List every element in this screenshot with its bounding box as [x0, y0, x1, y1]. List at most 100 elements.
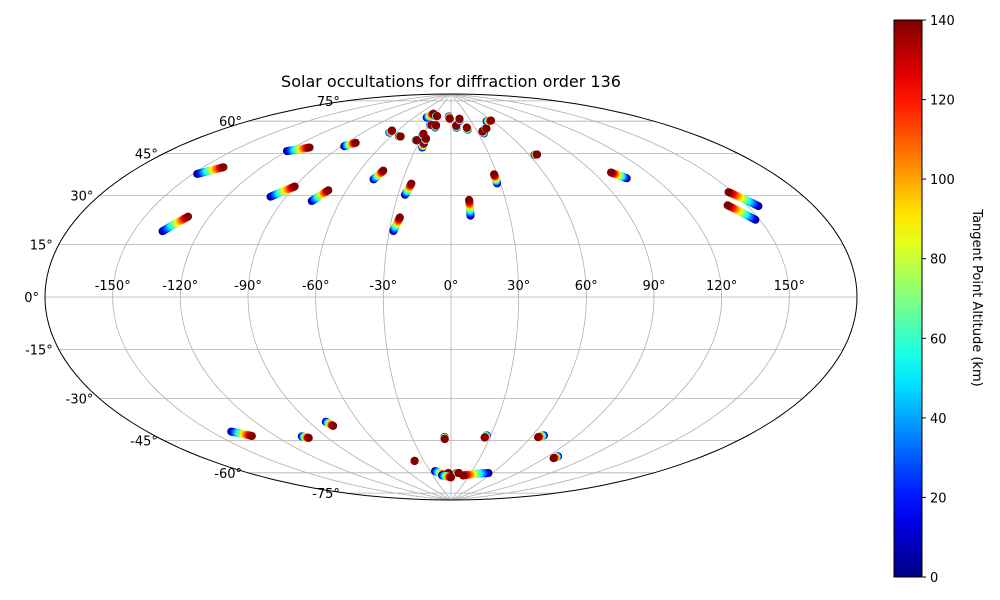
data-point	[396, 132, 405, 141]
colorbar-tick-label: 0	[930, 571, 938, 586]
data-point	[607, 168, 615, 177]
data-point	[433, 112, 442, 121]
longitude-tick-label: -150°	[95, 279, 131, 294]
latitude-tick-label: 75°	[317, 95, 340, 110]
colorbar-tick-label: 140	[930, 14, 955, 29]
data-point	[440, 435, 449, 444]
occultation-track	[549, 452, 563, 463]
data-point	[422, 134, 430, 143]
data-point	[455, 114, 464, 123]
data-point	[462, 123, 471, 132]
occultation-track	[227, 427, 256, 440]
longitude-tick-label: -60°	[302, 279, 330, 294]
colorbar-tick-label: 80	[930, 253, 947, 268]
occultation-track	[431, 121, 441, 132]
data-point	[432, 121, 441, 130]
longitude-tick-label: 0°	[444, 279, 459, 294]
data-point	[247, 432, 256, 440]
map-outline	[44, 93, 858, 501]
occultation-track	[490, 170, 502, 188]
colorbar-gradient	[893, 19, 923, 578]
data-point	[290, 182, 299, 191]
occultation-track	[465, 195, 475, 220]
longitude-tick-label: 30°	[507, 279, 530, 294]
occultation-track	[401, 179, 416, 199]
occultation-track	[482, 116, 496, 126]
occultation-track	[421, 134, 430, 145]
longitude-tick-label: 120°	[706, 279, 737, 294]
occultation-track	[607, 168, 631, 183]
data-point	[304, 433, 313, 442]
data-point	[447, 473, 455, 482]
latitude-tick-label: -30°	[66, 393, 94, 408]
occultation-track	[452, 469, 463, 477]
data-point	[490, 170, 499, 179]
latitude-tick-label: -15°	[25, 344, 53, 359]
colorbar-ticks: 0 20 40 60 80 100 120 140	[922, 14, 955, 586]
colorbar: 0 20 40 60 80 100 120 140 Tangent Point Altitud…	[893, 14, 984, 586]
data-point	[412, 136, 421, 145]
longitude-tick-label: 90°	[642, 279, 665, 294]
longitude-tick-label: -120°	[162, 279, 198, 294]
occultation-track	[431, 112, 442, 121]
data-point	[534, 433, 542, 442]
latitude-tick-labels: -75° -60° -45° -30° -15° 0° 15° 30° 45° 60° 75°	[24, 95, 340, 502]
occultation-track	[321, 417, 338, 430]
occultation-track	[534, 431, 548, 442]
longitude-tick-label: 150°	[774, 279, 805, 294]
data-point	[407, 179, 416, 188]
occultation-track	[411, 136, 421, 145]
occultation-track	[480, 431, 491, 442]
latitude-tick-label: -60°	[214, 467, 242, 482]
chart-title: Solar occultations for diffraction order…	[281, 72, 621, 91]
occultation-track	[369, 166, 388, 184]
latitude-tick-label: 30°	[70, 190, 93, 205]
latitude-tick-label: 45°	[135, 148, 158, 163]
longitude-tick-label: 60°	[575, 279, 598, 294]
occultation-track	[444, 112, 454, 123]
data-point	[219, 163, 228, 172]
colorbar-tick-label: 120	[930, 94, 955, 109]
data-point	[454, 469, 463, 477]
longitude-tick-label: -90°	[234, 279, 262, 294]
occultation-track	[530, 150, 542, 159]
occultation-track	[452, 121, 461, 132]
data-point	[388, 126, 397, 135]
occultation-track	[462, 123, 472, 134]
occultation-track	[481, 124, 491, 133]
colorbar-tick-label: 60	[930, 332, 947, 347]
map-grid	[45, 93, 857, 501]
longitude-tick-label: -30°	[369, 279, 397, 294]
occultation-track	[193, 163, 228, 178]
colorbar-tick-label: 40	[930, 412, 947, 427]
occultation-track	[724, 188, 763, 211]
data-point	[324, 186, 333, 195]
occultation-tracks	[158, 109, 763, 482]
latitude-tick-label: 15°	[30, 239, 53, 254]
longitude-tick-labels: -150° -120° -90° -60° -30° 0° 30° 60° 90° 120° 150…	[95, 279, 805, 294]
data-point	[465, 195, 474, 204]
occultation-track	[410, 456, 419, 465]
occultation-track	[440, 432, 449, 444]
occultation-track	[455, 114, 464, 125]
data-point	[351, 138, 360, 147]
occultation-track	[158, 212, 193, 236]
occultation-track	[389, 213, 404, 235]
occultation-track	[266, 182, 299, 201]
data-point	[533, 150, 542, 159]
data-point	[724, 188, 733, 197]
colorbar-tick-label: 20	[930, 491, 947, 506]
occultation-track	[282, 143, 314, 156]
latitude-tick-label: 60°	[219, 115, 242, 130]
latitude-tick-label: -75°	[312, 487, 340, 502]
data-point	[445, 114, 454, 123]
data-point	[329, 421, 338, 430]
colorbar-tick-label: 100	[930, 173, 955, 188]
data-point	[723, 201, 732, 210]
data-point	[305, 143, 314, 152]
latitude-tick-label: 0°	[24, 291, 39, 306]
data-point	[184, 212, 193, 221]
data-point	[549, 454, 558, 463]
data-point	[410, 456, 419, 465]
